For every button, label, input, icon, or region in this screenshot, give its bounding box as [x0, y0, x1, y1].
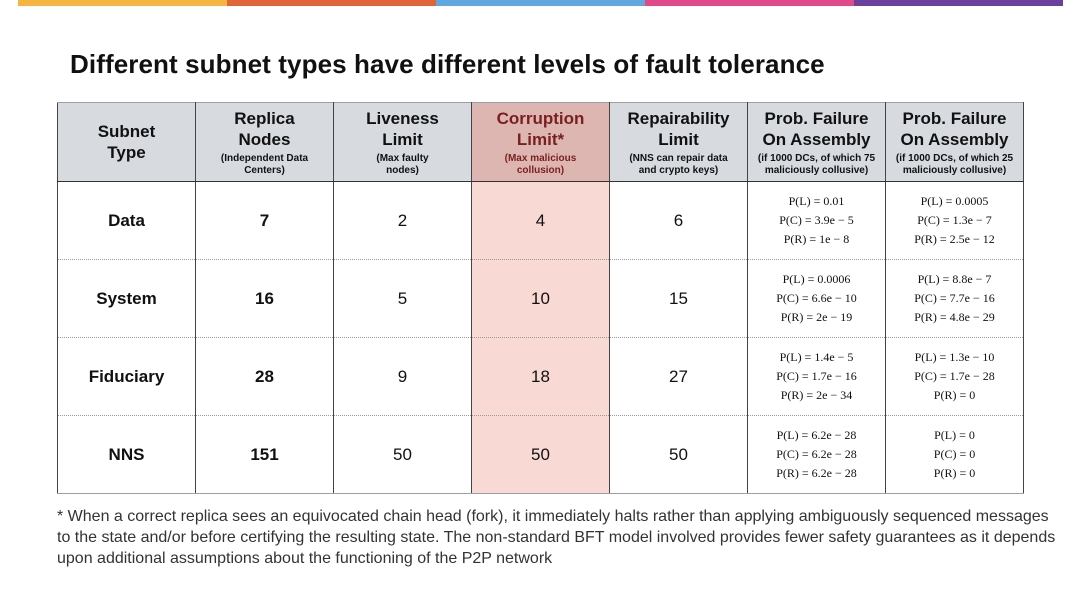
replica-nodes-cell: 28 — [195, 337, 334, 416]
color-bar-segment — [18, 0, 227, 6]
liveness-limit-cell: 50 — [333, 415, 472, 494]
header-subnet-type: Subnet Type — [57, 102, 196, 182]
header-sublabel: (NNS can repair data and crypto keys) — [629, 152, 728, 176]
prob-repair: P(R) = 2.5e − 12 — [914, 232, 995, 246]
header-liveness-limit: Liveness Limit (Max faulty nodes) — [333, 102, 472, 182]
repairability-limit-cell: 15 — [609, 259, 748, 338]
prob-failure-25-cell: P(L) = 0.0005 P(C) = 1.3e − 7 P(R) = 2.5… — [885, 181, 1024, 260]
table-row: Data 7 2 4 6 P(L) = 0.01 P(C) = 3.9e − 5… — [57, 181, 1024, 260]
liveness-limit-cell: 2 — [333, 181, 472, 260]
top-color-bar — [18, 0, 1063, 6]
corruption-limit-cell: 50 — [471, 415, 610, 494]
header-label: Corruption Limit* — [496, 108, 585, 149]
corruption-limit-cell: 18 — [471, 337, 610, 416]
prob-failure-25-cell: P(L) = 0 P(C) = 0 P(R) = 0 — [885, 415, 1024, 494]
header-label: Liveness Limit — [366, 108, 439, 149]
prob-failure-75-cell: P(L) = 0.0006 P(C) = 6.6e − 10 P(R) = 2e… — [747, 259, 886, 338]
replica-nodes-cell: 151 — [195, 415, 334, 494]
replica-nodes-cell: 16 — [195, 259, 334, 338]
liveness-limit-cell: 9 — [333, 337, 472, 416]
prob-repair: P(R) = 0 — [933, 466, 976, 480]
table-row: Fiduciary 28 9 18 27 P(L) = 1.4e − 5 P(C… — [57, 337, 1024, 416]
header-label: Replica Nodes — [234, 108, 295, 149]
header-label: Prob. Failure On Assembly — [900, 108, 1009, 149]
prob-liveness: P(L) = 0.0006 — [782, 272, 851, 286]
corruption-limit-cell: 10 — [471, 259, 610, 338]
liveness-limit-cell: 5 — [333, 259, 472, 338]
header-sublabel: (Independent Data Centers) — [220, 152, 309, 176]
prob-repair: P(R) = 4.8e − 29 — [914, 310, 995, 324]
subnet-type-cell: Data — [57, 181, 196, 260]
table-row: System 16 5 10 15 P(L) = 0.0006 P(C) = 6… — [57, 259, 1024, 338]
subnet-type-cell: System — [57, 259, 196, 338]
header-prob-failure-75: Prob. Failure On Assembly (if 1000 DCs, … — [747, 102, 886, 182]
prob-repair: P(R) = 6.2e − 28 — [776, 466, 857, 480]
prob-failure-75-cell: P(L) = 0.01 P(C) = 3.9e − 5 P(R) = 1e − … — [747, 181, 886, 260]
header-label: Subnet Type — [97, 122, 156, 162]
prob-repair: P(R) = 0 — [933, 388, 976, 402]
prob-corruption: P(C) = 7.7e − 16 — [914, 291, 995, 305]
prob-liveness: P(L) = 0 — [934, 428, 975, 442]
repairability-limit-cell: 27 — [609, 337, 748, 416]
fault-tolerance-table: Subnet Type Replica Nodes (Independent D… — [57, 102, 1024, 494]
color-bar-segment — [436, 0, 645, 6]
prob-corruption: P(C) = 1.7e − 28 — [914, 369, 995, 383]
prob-corruption: P(C) = 0 — [933, 447, 976, 461]
prob-liveness: P(L) = 0.01 — [788, 194, 845, 208]
prob-corruption: P(C) = 1.3e − 7 — [917, 213, 992, 227]
prob-failure-75-cell: P(L) = 6.2e − 28 P(C) = 6.2e − 28 P(R) =… — [747, 415, 886, 494]
slide-title: Different subnet types have different le… — [70, 49, 825, 79]
header-label: Repairability Limit — [627, 108, 730, 149]
prob-corruption: P(C) = 6.6e − 10 — [776, 291, 857, 305]
header-sublabel: (Max faulty nodes) — [376, 152, 429, 176]
header-sublabel: (if 1000 DCs, of which 75 maliciously co… — [757, 152, 876, 176]
prob-liveness: P(L) = 1.3e − 10 — [914, 350, 995, 364]
repairability-limit-cell: 50 — [609, 415, 748, 494]
prob-repair: P(R) = 2e − 19 — [780, 310, 853, 324]
subnet-type-cell: Fiduciary — [57, 337, 196, 416]
header-replica-nodes: Replica Nodes (Independent Data Centers) — [195, 102, 334, 182]
header-repairability-limit: Repairability Limit (NNS can repair data… — [609, 102, 748, 182]
prob-corruption: P(C) = 1.7e − 16 — [776, 369, 857, 383]
header-sublabel: (if 1000 DCs, of which 25 maliciously co… — [895, 152, 1014, 176]
prob-corruption: P(C) = 6.2e − 28 — [776, 447, 857, 461]
corruption-limit-cell: 4 — [471, 181, 610, 260]
prob-liveness: P(L) = 0.0005 — [920, 194, 989, 208]
repairability-limit-cell: 6 — [609, 181, 748, 260]
prob-repair: P(R) = 1e − 8 — [783, 232, 850, 246]
prob-liveness: P(L) = 1.4e − 5 — [779, 350, 854, 364]
color-bar-segment — [645, 0, 854, 6]
table-row: NNS 151 50 50 50 P(L) = 6.2e − 28 P(C) =… — [57, 415, 1024, 494]
prob-failure-25-cell: P(L) = 1.3e − 10 P(C) = 1.7e − 28 P(R) =… — [885, 337, 1024, 416]
header-sublabel: (Max malicious collusion) — [504, 152, 577, 176]
header-corruption-limit: Corruption Limit* (Max malicious collusi… — [471, 102, 610, 182]
header-prob-failure-25: Prob. Failure On Assembly (if 1000 DCs, … — [885, 102, 1024, 182]
footnote: * When a correct replica sees an equivoc… — [57, 508, 1056, 567]
prob-repair: P(R) = 2e − 34 — [780, 388, 853, 402]
color-bar-segment — [227, 0, 436, 6]
prob-failure-25-cell: P(L) = 8.8e − 7 P(C) = 7.7e − 16 P(R) = … — [885, 259, 1024, 338]
prob-liveness: P(L) = 6.2e − 28 — [776, 428, 857, 442]
prob-corruption: P(C) = 3.9e − 5 — [779, 213, 854, 227]
header-label: Prob. Failure On Assembly — [762, 108, 871, 149]
prob-failure-75-cell: P(L) = 1.4e − 5 P(C) = 1.7e − 16 P(R) = … — [747, 337, 886, 416]
subnet-type-cell: NNS — [57, 415, 196, 494]
prob-liveness: P(L) = 8.8e − 7 — [917, 272, 992, 286]
header-row: Subnet Type Replica Nodes (Independent D… — [57, 102, 1024, 182]
replica-nodes-cell: 7 — [195, 181, 334, 260]
color-bar-segment — [854, 0, 1063, 6]
